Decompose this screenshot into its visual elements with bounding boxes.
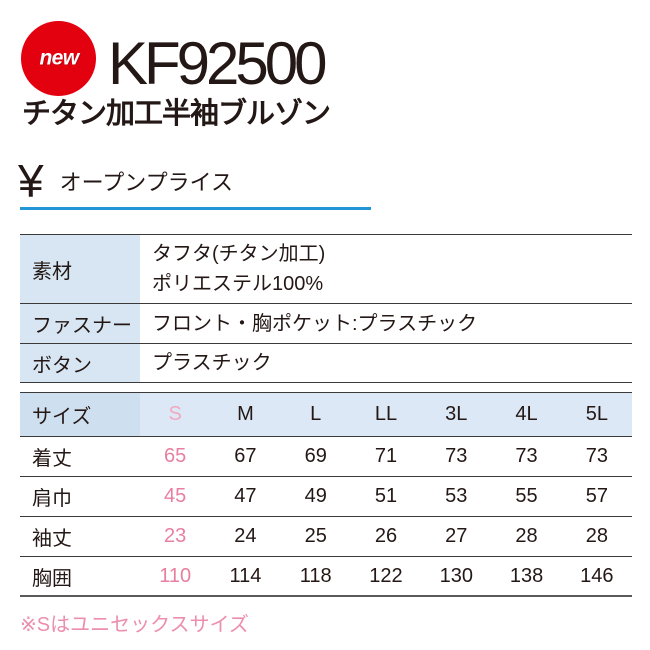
svg-text:new: new: [39, 46, 80, 69]
